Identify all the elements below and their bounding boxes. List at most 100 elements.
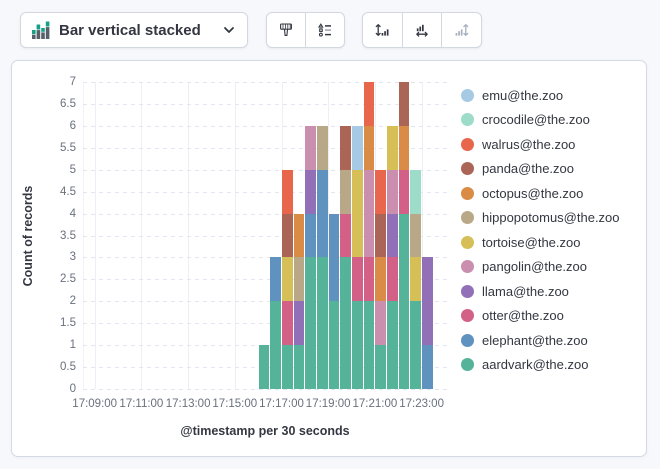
chart-panel: Count of records 0 0.5 1 1.5 2 2.5 3 3.5 4 4.5 5 5.… bbox=[11, 60, 647, 457]
bar-segment[interactable] bbox=[398, 82, 410, 126]
bar-segment[interactable] bbox=[340, 169, 351, 214]
legend-options-button[interactable] bbox=[305, 13, 344, 47]
bar-segment[interactable] bbox=[317, 125, 328, 170]
legend-color-dot bbox=[461, 162, 474, 176]
bar-segment[interactable] bbox=[398, 213, 410, 389]
legend-item[interactable]: pangolin@the.zoo bbox=[461, 255, 643, 280]
legend-label: aardvark@the.zoo bbox=[482, 357, 589, 373]
bar-segment[interactable] bbox=[270, 301, 281, 389]
bar-segment[interactable] bbox=[293, 345, 305, 389]
chart-type-dropdown[interactable]: Bar vertical stacked bbox=[20, 12, 248, 48]
bar-segment[interactable] bbox=[352, 169, 363, 258]
legend-label: tortoise@the.zoo bbox=[482, 234, 581, 250]
y-tick-label: 6.5 bbox=[60, 97, 76, 110]
legend-label: hippopotomus@the.zoo bbox=[482, 210, 620, 226]
bar-segment[interactable] bbox=[305, 257, 316, 389]
bar-segment[interactable] bbox=[363, 125, 375, 170]
bar-segment[interactable] bbox=[387, 301, 398, 389]
bar-segment[interactable] bbox=[375, 301, 386, 346]
bar-segment[interactable] bbox=[387, 213, 398, 258]
legend-item[interactable]: elephant@the.zoo bbox=[461, 328, 643, 353]
legend-item[interactable]: tortoise@the.zoo bbox=[461, 230, 643, 255]
bar-segment[interactable] bbox=[410, 169, 421, 214]
bar-segment[interactable] bbox=[410, 257, 421, 302]
y-tick-label: 1 bbox=[69, 339, 76, 352]
bar-segment[interactable] bbox=[305, 213, 316, 258]
bar-segment[interactable] bbox=[352, 125, 363, 170]
bar-segment[interactable] bbox=[305, 169, 316, 214]
swap-axes-vertical-icon bbox=[374, 22, 390, 38]
x-axis-title: @timestamp per 30 seconds bbox=[180, 424, 350, 438]
y-tick-label: 7 bbox=[69, 76, 76, 88]
legend-item[interactable]: llama@the.zoo bbox=[461, 279, 643, 304]
bar-segment[interactable] bbox=[340, 125, 351, 170]
legend-item[interactable]: aardvark@the.zoo bbox=[461, 353, 643, 378]
bar-segment[interactable] bbox=[282, 301, 293, 346]
swap-axes-horizontal-button[interactable] bbox=[401, 13, 442, 47]
bar-segment[interactable] bbox=[293, 213, 305, 258]
legend-item[interactable]: panda@the.zoo bbox=[461, 157, 643, 182]
bar-segment[interactable] bbox=[375, 213, 386, 258]
legend-label: octopus@the.zoo bbox=[482, 185, 584, 201]
bar-segment[interactable] bbox=[340, 257, 351, 389]
legend-color-dot bbox=[461, 260, 474, 274]
legend-item[interactable]: hippopotomus@the.zoo bbox=[461, 206, 643, 231]
bar-segment[interactable] bbox=[410, 301, 421, 389]
bar-segment[interactable] bbox=[293, 301, 305, 346]
bar-segment[interactable] bbox=[328, 213, 340, 302]
bar-segment[interactable] bbox=[363, 169, 375, 258]
bar-segment[interactable] bbox=[398, 169, 410, 214]
bar-segment[interactable] bbox=[387, 125, 398, 170]
bar-segment[interactable] bbox=[375, 169, 386, 214]
legend-color-dot bbox=[461, 88, 474, 102]
y-axis-title: Count of records bbox=[21, 185, 35, 287]
bar-segment[interactable] bbox=[375, 257, 386, 302]
bar-segment[interactable] bbox=[363, 301, 375, 389]
bar-segment[interactable] bbox=[317, 169, 328, 258]
legend-item[interactable]: emu@the.zoo bbox=[461, 83, 643, 108]
bar-segment[interactable] bbox=[375, 345, 386, 389]
bar-segment[interactable] bbox=[258, 345, 270, 389]
bar-segment[interactable] bbox=[340, 213, 351, 258]
brush-button[interactable] bbox=[267, 13, 305, 47]
bar-segment[interactable] bbox=[387, 169, 398, 214]
axis-settings-button[interactable] bbox=[441, 13, 481, 47]
bar-segment[interactable] bbox=[270, 257, 281, 302]
bar-segment[interactable] bbox=[352, 301, 363, 389]
horizontal-gridline bbox=[83, 82, 447, 83]
bar-segment[interactable] bbox=[363, 82, 375, 126]
bar-segment[interactable] bbox=[410, 213, 421, 258]
bar-segment[interactable] bbox=[398, 125, 410, 170]
chevron-down-icon bbox=[221, 22, 237, 38]
legend-item[interactable]: crocodile@the.zoo bbox=[461, 108, 643, 133]
legend-item[interactable]: otter@the.zoo bbox=[461, 304, 643, 329]
bar-segment[interactable] bbox=[317, 257, 328, 389]
bar-segment[interactable] bbox=[293, 257, 305, 302]
legend-color-dot bbox=[461, 309, 474, 323]
legend-label: llama@the.zoo bbox=[482, 283, 569, 299]
legend-item[interactable]: octopus@the.zoo bbox=[461, 181, 643, 206]
legend-color-dot bbox=[461, 284, 474, 298]
bar-segment[interactable] bbox=[282, 169, 293, 214]
horizontal-gridline bbox=[83, 257, 447, 259]
y-tick-label: 2 bbox=[69, 295, 76, 308]
horizontal-gridline bbox=[83, 147, 447, 149]
bar-segment[interactable] bbox=[282, 345, 293, 389]
legend-item[interactable]: walrus@the.zoo bbox=[461, 132, 643, 157]
swap-axes-vertical-button[interactable] bbox=[363, 13, 402, 47]
bar-segment[interactable] bbox=[328, 301, 340, 389]
horizontal-gridline bbox=[83, 125, 447, 127]
horizontal-gridline bbox=[83, 279, 447, 281]
bar-segment[interactable] bbox=[422, 257, 433, 346]
bar-segment[interactable] bbox=[282, 257, 293, 302]
legend-label: pangolin@the.zoo bbox=[482, 259, 587, 275]
bar-segment[interactable] bbox=[422, 345, 433, 389]
bar-segment[interactable] bbox=[305, 125, 316, 170]
bar-segment[interactable] bbox=[387, 257, 398, 302]
y-tick-label: 1.5 bbox=[60, 317, 76, 330]
bar-segment[interactable] bbox=[363, 257, 375, 302]
legend-color-dot bbox=[461, 358, 474, 372]
bar-segment[interactable] bbox=[352, 257, 363, 302]
y-tick-label: 6 bbox=[69, 119, 76, 132]
bar-segment[interactable] bbox=[282, 213, 293, 258]
